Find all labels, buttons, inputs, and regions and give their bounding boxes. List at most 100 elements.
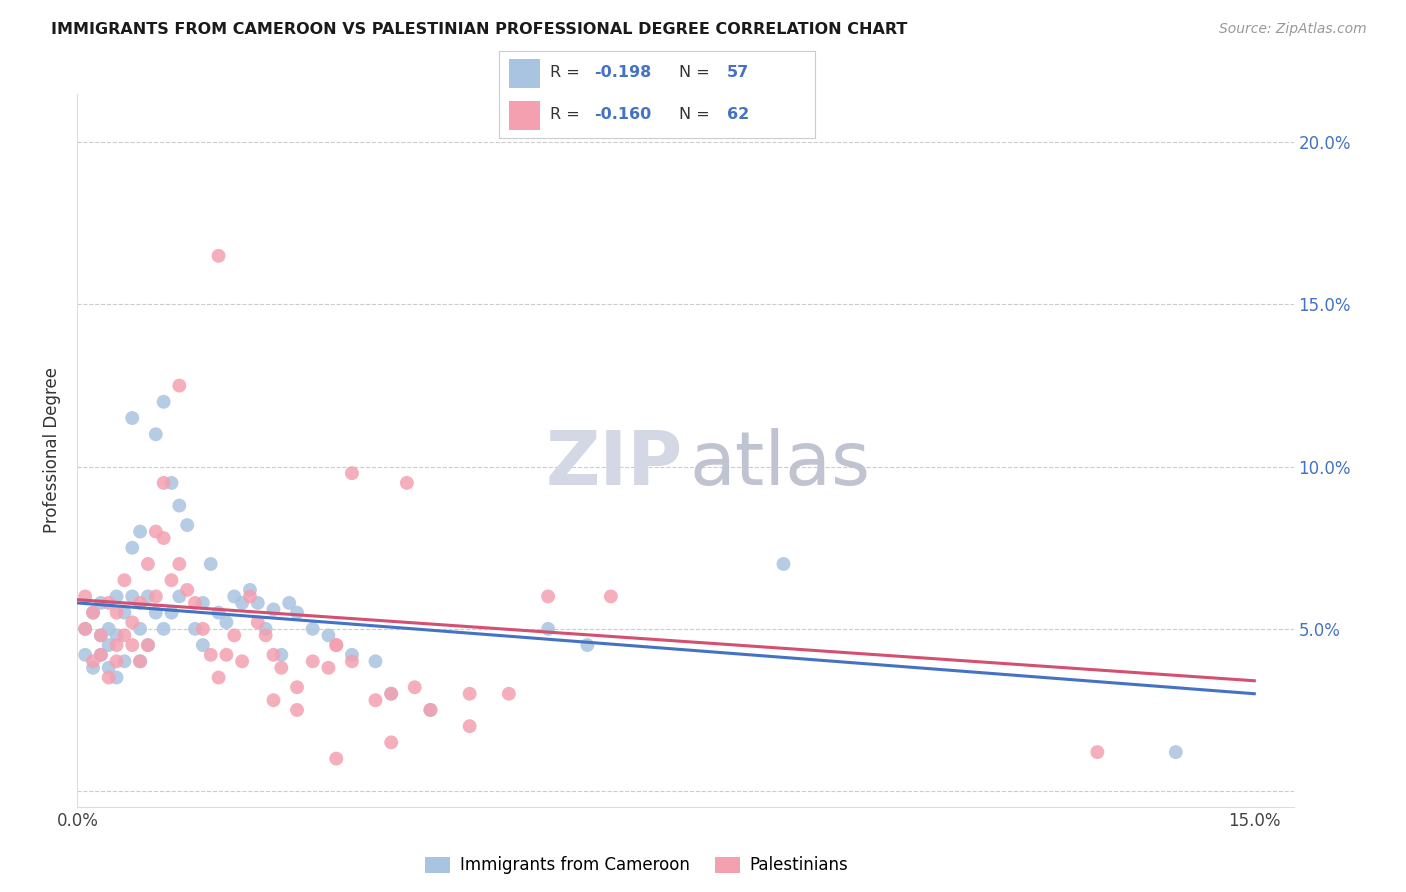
Point bbox=[82, 606, 104, 620]
Point bbox=[224, 590, 246, 604]
Point bbox=[169, 590, 191, 604]
Point bbox=[498, 687, 520, 701]
FancyBboxPatch shape bbox=[509, 59, 540, 87]
Point bbox=[121, 615, 143, 630]
Point bbox=[160, 475, 183, 490]
Point bbox=[270, 648, 292, 662]
Point bbox=[419, 703, 441, 717]
Point bbox=[458, 687, 481, 701]
Point bbox=[82, 654, 104, 668]
Point bbox=[207, 671, 229, 685]
Text: ZIP: ZIP bbox=[546, 428, 683, 501]
Point bbox=[97, 638, 120, 652]
Point bbox=[364, 654, 387, 668]
Point bbox=[160, 573, 183, 587]
Point bbox=[254, 622, 277, 636]
Point bbox=[121, 541, 143, 555]
Point bbox=[97, 661, 120, 675]
Point bbox=[278, 596, 301, 610]
Point bbox=[136, 590, 159, 604]
Point bbox=[145, 427, 167, 442]
Point bbox=[145, 590, 167, 604]
Text: -0.198: -0.198 bbox=[593, 65, 651, 80]
Point bbox=[75, 648, 97, 662]
Point bbox=[160, 606, 183, 620]
Point bbox=[152, 622, 174, 636]
Point bbox=[82, 661, 104, 675]
Point bbox=[152, 531, 174, 545]
Text: 57: 57 bbox=[727, 65, 749, 80]
Point bbox=[105, 590, 128, 604]
Point bbox=[191, 622, 214, 636]
Point bbox=[285, 606, 308, 620]
Point bbox=[419, 703, 441, 717]
Point bbox=[270, 661, 292, 675]
Point bbox=[75, 622, 97, 636]
Point bbox=[184, 596, 207, 610]
Point bbox=[90, 648, 112, 662]
Point bbox=[263, 693, 285, 707]
Point bbox=[136, 638, 159, 652]
Point bbox=[129, 622, 152, 636]
Point bbox=[176, 582, 198, 597]
Point bbox=[301, 622, 323, 636]
Point bbox=[599, 590, 621, 604]
Point bbox=[254, 628, 277, 642]
Point bbox=[176, 518, 198, 533]
Point bbox=[112, 654, 135, 668]
Point bbox=[301, 654, 323, 668]
Point bbox=[576, 638, 599, 652]
Point bbox=[231, 654, 253, 668]
Text: N =: N = bbox=[679, 107, 716, 122]
Point bbox=[263, 648, 285, 662]
Point bbox=[207, 249, 229, 263]
Point bbox=[169, 499, 191, 513]
Point bbox=[121, 638, 143, 652]
Point bbox=[152, 394, 174, 409]
Text: N =: N = bbox=[679, 65, 716, 80]
Point bbox=[191, 638, 214, 652]
Point bbox=[285, 680, 308, 694]
Point bbox=[246, 615, 269, 630]
Point bbox=[169, 557, 191, 571]
Point bbox=[145, 524, 167, 539]
Point bbox=[191, 596, 214, 610]
Point bbox=[112, 606, 135, 620]
Point bbox=[97, 671, 120, 685]
Text: -0.160: -0.160 bbox=[593, 107, 651, 122]
Point bbox=[340, 648, 363, 662]
Point bbox=[772, 557, 794, 571]
Point bbox=[340, 466, 363, 480]
Point bbox=[340, 654, 363, 668]
Point bbox=[82, 606, 104, 620]
Point bbox=[325, 638, 347, 652]
FancyBboxPatch shape bbox=[509, 101, 540, 129]
Y-axis label: Professional Degree: Professional Degree bbox=[44, 368, 62, 533]
Point bbox=[90, 628, 112, 642]
Point bbox=[364, 693, 387, 707]
Point bbox=[246, 596, 269, 610]
Point bbox=[1164, 745, 1187, 759]
Point bbox=[318, 661, 340, 675]
Point bbox=[75, 590, 97, 604]
Point bbox=[105, 606, 128, 620]
Point bbox=[184, 622, 207, 636]
Point bbox=[380, 735, 402, 749]
Point bbox=[105, 654, 128, 668]
Point bbox=[239, 590, 262, 604]
Text: R =: R = bbox=[550, 107, 585, 122]
Point bbox=[239, 582, 262, 597]
Point bbox=[90, 596, 112, 610]
Point bbox=[325, 638, 347, 652]
Point bbox=[169, 378, 191, 392]
Point bbox=[318, 628, 340, 642]
Point bbox=[129, 654, 152, 668]
Point bbox=[380, 687, 402, 701]
Point bbox=[395, 475, 418, 490]
Point bbox=[537, 590, 560, 604]
Text: R =: R = bbox=[550, 65, 585, 80]
Text: IMMIGRANTS FROM CAMEROON VS PALESTINIAN PROFESSIONAL DEGREE CORRELATION CHART: IMMIGRANTS FROM CAMEROON VS PALESTINIAN … bbox=[51, 22, 907, 37]
Point bbox=[207, 606, 229, 620]
Point bbox=[136, 638, 159, 652]
Point bbox=[200, 648, 222, 662]
